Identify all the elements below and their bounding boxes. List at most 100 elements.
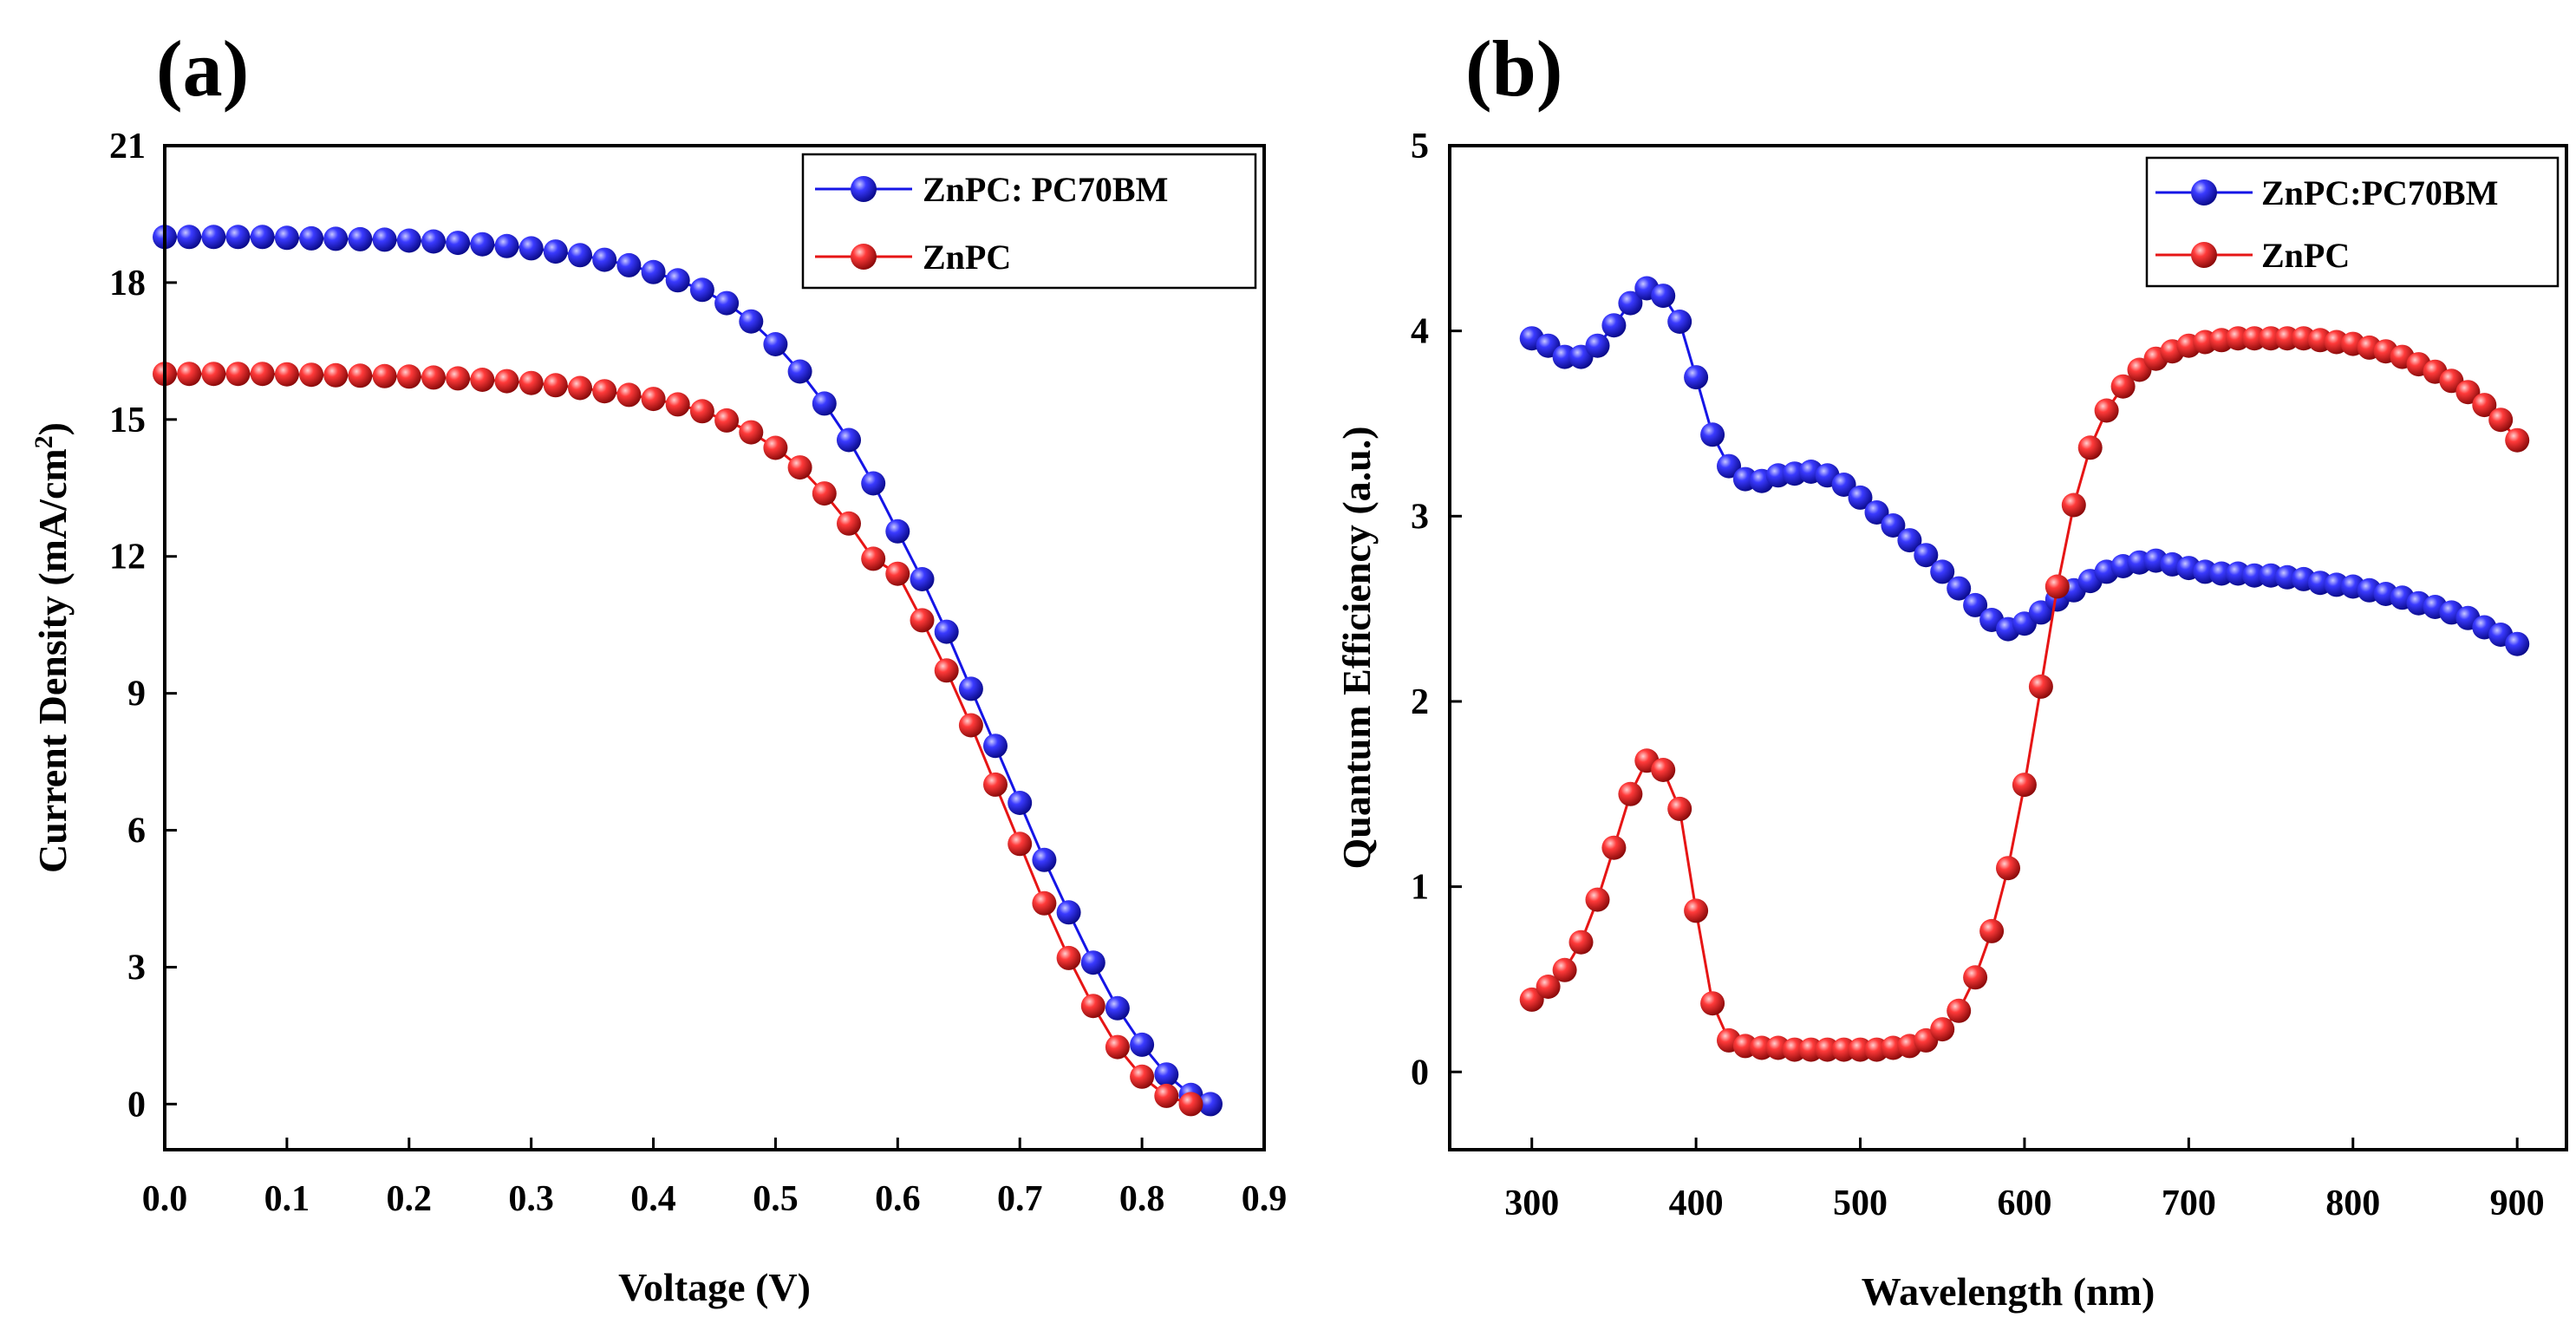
panel-a-series-2-point [714, 408, 740, 433]
panel-a-series-1-point [494, 233, 519, 258]
panel-a-x-tick-label: 0.5 [753, 1179, 799, 1219]
panel-b-series-2-point [1963, 965, 1988, 990]
panel-b-x-tick-label: 300 [1504, 1184, 1559, 1223]
panel-b-series-1-point [1914, 543, 1939, 568]
panel-a-series-2-point [299, 362, 324, 388]
panel-b-legend-marker-1 [2191, 179, 2217, 205]
panel-a-y-tick-label: 3 [127, 948, 146, 988]
panel-a-series-1-point [812, 391, 837, 416]
panel-b-series-2-point [1996, 856, 2020, 881]
panel-a-series-1-point [837, 427, 861, 453]
panel-b-series-2-point [2488, 408, 2514, 433]
panel-a-series-1-point [372, 227, 397, 252]
panel-a-ylabel: Current Density (mA/cm2) [29, 422, 75, 873]
panel-a-series-1-point [225, 225, 251, 250]
panel-b-y-tick-label: 3 [1411, 497, 1429, 537]
panel-b-series-2-line [1530, 336, 2519, 1052]
panel-a-series-2-point [739, 420, 764, 445]
panel-a-legend-box [801, 153, 1257, 290]
panel-b-series-2-point [1651, 758, 1676, 782]
panel-a-series-2-point [1178, 1092, 1203, 1117]
panel-a: (a) 0.0 0.1 0.2 0.3 0.4 0.5 0.6 0.7 0.8 0.9 0 3 6 9 12… [29, 24, 1288, 1309]
panel-b-series-1-point [1601, 313, 1627, 338]
panel-b-ticks: 300 400 500 600 700 800 900 0 1 2 3 4 5 [1411, 127, 2545, 1223]
panel-a-series-2-point [1056, 945, 1081, 970]
panel-b-series-1-point [2028, 600, 2053, 625]
panel-a-series-2-point [348, 363, 373, 388]
panel-a-series-1-point [421, 229, 446, 254]
panel-a-series-1-point [470, 232, 495, 257]
panel-a-series-2-point [177, 362, 202, 387]
panel-b-series-2-point [1684, 898, 1709, 923]
panel-a-series-2-point [1105, 1034, 1130, 1060]
panel-b-series-2-point [2044, 574, 2070, 599]
panel-a-legend-marker-1 [851, 176, 877, 202]
panel-b-series-2-point [2110, 374, 2136, 399]
panel-a-legend-marker-2 [851, 244, 877, 270]
panel-a-legend-label-2: ZnPC [923, 238, 1011, 277]
panel-a-legend: ZnPC: PC70BM ZnPC [801, 153, 1257, 290]
panel-a-legend-label-1: ZnPC: PC70BM [923, 170, 1168, 209]
panel-b-y-tick-label: 0 [1411, 1053, 1429, 1092]
panel-a-series-2-point [616, 382, 642, 408]
panel-a-plot-frame [163, 144, 1266, 1151]
panel-a-series-2-point [885, 561, 910, 586]
panel-b-y-tick-label: 1 [1411, 868, 1429, 908]
panel-a-series-2-point [568, 375, 592, 401]
panel-a-series-1-point [396, 228, 421, 253]
panel-a-series-1-point [616, 252, 642, 277]
panel-a-series-2-point [641, 387, 666, 412]
panel-a-ticks: 0.0 0.1 0.2 0.3 0.4 0.5 0.6 0.7 0.8 0.9 0 3 6 9 12 15 18… [109, 127, 1287, 1219]
panel-a-series-2-point [1154, 1083, 1179, 1108]
panel-a-series-1-point [934, 619, 959, 644]
panel-a-series-1-point [763, 332, 788, 356]
panel-a-series-1-point [861, 471, 886, 496]
panel-a-series-1-point [1080, 950, 1105, 975]
panel-b-y-tick-label: 5 [1411, 127, 1429, 166]
panel-b-series-1-point [1717, 453, 1741, 479]
panel-b-legend: ZnPC:PC70BM ZnPC [2145, 156, 2560, 288]
panel-a-series-1-point [543, 239, 568, 264]
panel-b-x-tick-label: 700 [2162, 1184, 2216, 1223]
panel-a-ylabel-end: ) [30, 422, 75, 435]
panel-a-series-2-point [323, 362, 349, 388]
panel-b-series-group [1519, 276, 2530, 1062]
panel-b-plot-frame [1448, 144, 2568, 1151]
panel-a-series-1-point [274, 225, 299, 251]
panel-a-xlabel: Voltage (V) [618, 1265, 811, 1309]
panel-a-series-2-point [494, 368, 519, 394]
panel-a-x-tick-label: 0.7 [997, 1179, 1043, 1219]
panel-a-series-2-point [934, 658, 959, 683]
panel-a-series-2-point [421, 365, 446, 390]
panel-a-series-1-point [592, 247, 617, 272]
panel-a-series-1-point [568, 243, 592, 268]
panel-a-x-tick-label: 0.8 [1119, 1179, 1165, 1219]
panel-b-series-1-point [1947, 576, 1972, 601]
panel-a-series-2-point [787, 455, 812, 480]
panel-a-series-2-point [958, 713, 983, 738]
panel-b-series-2-point [2028, 674, 2053, 699]
panel-a-ylabel-sup: 2 [29, 435, 58, 448]
panel-a-series-2-point [274, 362, 299, 387]
panel-a-series-1-point [201, 225, 226, 250]
panel-a-series-1-point [446, 231, 471, 256]
panel-a-series-1-point [958, 676, 983, 701]
panel-b-x-tick-label: 800 [2325, 1184, 2380, 1223]
panel-a-series-2-point [1130, 1064, 1155, 1089]
panel-a-series-1-point [177, 225, 202, 250]
panel-a-series-1-point [787, 359, 812, 384]
panel-a-series-1-point [1008, 791, 1033, 815]
panel-a-series-1-point [323, 226, 349, 251]
panel-b-series-1-point [1963, 592, 1988, 617]
panel-a-y-tick-label: 12 [109, 538, 146, 577]
panel-b-series-2-point [1947, 998, 1972, 1023]
panel-b-x-tick-label: 400 [1669, 1184, 1724, 1223]
panel-b-series-2-point [1536, 975, 1561, 999]
panel-a-series-1-point [1105, 995, 1130, 1021]
panel-b-series-2-point [2012, 773, 2037, 798]
panel-a-y-tick-label: 15 [109, 401, 146, 440]
panel-b-series-1-point [1897, 528, 1922, 553]
panel-b-series-2-point [1700, 991, 1725, 1016]
panel-a-y-tick-label: 21 [109, 127, 146, 166]
